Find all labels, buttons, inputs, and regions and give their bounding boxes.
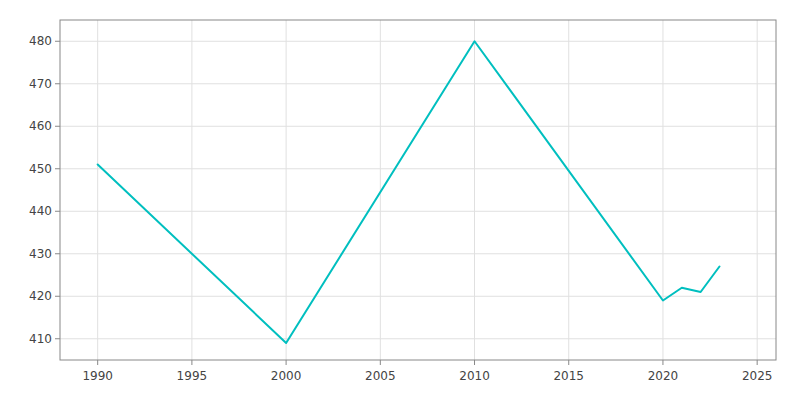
x-tick-label: 2020 [648,369,679,383]
y-tick-label: 410 [29,332,52,346]
x-tick [191,360,192,365]
x-grid-line [757,20,758,360]
x-tick-label: 2005 [365,369,396,383]
y-tick [55,168,60,169]
y-grid-line [60,211,776,212]
plot-frame [60,20,776,360]
y-grid-line [60,338,776,339]
x-tick [662,360,663,365]
x-tick [568,360,569,365]
grid [60,20,776,360]
y-tick [55,211,60,212]
y-tick [55,41,60,42]
y-tick-label: 480 [29,34,52,48]
y-grid-line [60,168,776,169]
y-tick-label: 450 [29,162,52,176]
data-group [98,41,720,343]
x-grid-line [474,20,475,360]
x-tick-label: 1990 [82,369,113,383]
chart-svg: 1990 1995 2000 2005 2010 2015 2020 2025 410 420 43… [0,0,800,400]
x-tick-label: 2000 [271,369,302,383]
x-tick-label: 2015 [553,369,584,383]
data-line [98,41,720,343]
y-tick [55,338,60,339]
plot-background [60,20,776,360]
chart-container: 1990 1995 2000 2005 2010 2015 2020 2025 410 420 43… [0,0,800,400]
x-tick [286,360,287,365]
x-grid-line [191,20,192,360]
y-grid-line [60,126,776,127]
x-tick [757,360,758,365]
x-tick [474,360,475,365]
x-grid-line [568,20,569,360]
y-grid-line [60,83,776,84]
y-tick-label: 460 [29,119,52,133]
x-tick-label: 1995 [177,369,208,383]
y-tick [55,253,60,254]
y-tick [55,83,60,84]
y-tick-label: 420 [29,289,52,303]
y-tick-label: 440 [29,204,52,218]
y-tick [55,126,60,127]
x-grid-line [286,20,287,360]
x-grid-line [662,20,663,360]
y-grid-line [60,41,776,42]
y-tick-label: 430 [29,247,52,261]
x-tick [380,360,381,365]
y-tick-label: 470 [29,77,52,91]
x-tick-label: 2010 [459,369,490,383]
y-grid-line [60,253,776,254]
x-grid-line [97,20,98,360]
x-tick [97,360,98,365]
x-tick-label: 2025 [742,369,773,383]
y-tick [55,296,60,297]
